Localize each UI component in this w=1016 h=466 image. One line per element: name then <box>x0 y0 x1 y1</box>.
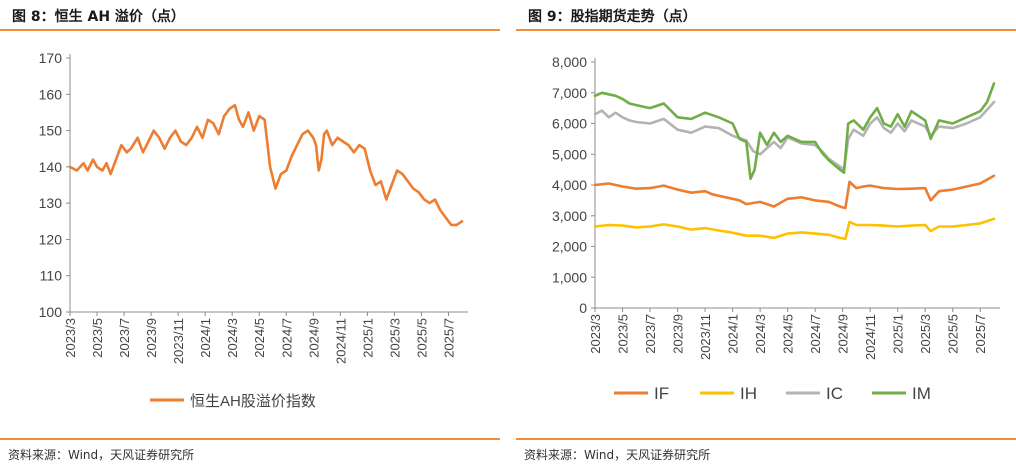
y-tick-label: 5,000 <box>552 146 587 162</box>
x-tick-label: 2024/11 <box>863 314 878 360</box>
x-tick-label: 2024/9 <box>306 318 321 358</box>
x-tick-label: 2024/3 <box>753 314 768 354</box>
chart-panel-ah-premium: 图 8：恒生 AH 溢价（点） 100 110 120 130 140 150 160 170… <box>0 0 500 466</box>
index-futures-chart: 0 1,000 2,000 3,000 4,000 5,000 6,000 7,000 8,00… <box>552 54 1000 403</box>
y-tick-label: 0 <box>579 300 587 316</box>
title-divider <box>516 29 1016 31</box>
source-divider <box>516 438 1016 440</box>
series-line-ih <box>593 217 996 241</box>
series-line-if <box>593 174 996 210</box>
x-tick-label: 2023/11 <box>698 314 713 360</box>
y-tick-label: 130 <box>39 195 63 211</box>
series-line-im <box>593 82 996 181</box>
x-tick-label: 2025/7 <box>441 318 456 358</box>
series-line-恒生ah股溢价指数 <box>68 103 464 227</box>
x-tick-label: 2023/7 <box>117 318 132 358</box>
legend-label: IF <box>654 384 669 403</box>
y-tick-label: 8,000 <box>552 54 587 70</box>
y-tick-label: 6,000 <box>552 116 587 132</box>
legend-label: IC <box>826 384 843 403</box>
y-tick-label: 7,000 <box>552 85 587 101</box>
source-note: 资料来源：Wind，天风证券研究所 <box>8 448 195 462</box>
x-tick-label: 2025/7 <box>973 314 988 354</box>
x-tick-label: 2024/5 <box>252 318 267 358</box>
source-note: 资料来源：Wind，天风证券研究所 <box>524 448 711 462</box>
x-tick-label: 2023/3 <box>588 314 603 354</box>
x-tick-label: 2024/11 <box>333 318 348 364</box>
source-divider <box>0 438 500 440</box>
x-tick-label: 2024/9 <box>836 314 851 354</box>
y-tick-label: 1,000 <box>552 269 587 285</box>
x-tick-label: 2025/1 <box>891 314 906 354</box>
y-tick-label: 140 <box>39 159 63 175</box>
y-tick-label: 170 <box>39 50 63 66</box>
legend-label: IH <box>740 384 757 403</box>
x-tick-label: 2023/3 <box>63 318 78 358</box>
ah-premium-chart: 100 110 120 130 140 150 160 170 2023/3 2023/5 2023… <box>39 50 468 410</box>
chart-panel-index-futures: 图 9：股指期货走势（点） 0 1,000 2,000 3,000 4,000 5,000… <box>516 0 1016 466</box>
x-tick-label: 2023/7 <box>643 314 658 354</box>
x-tick-label: 2025/5 <box>414 318 429 358</box>
y-tick-label: 4,000 <box>552 177 587 193</box>
title-divider <box>0 29 500 31</box>
x-tick-label: 2025/5 <box>946 314 961 354</box>
y-tick-label: 120 <box>39 231 63 247</box>
x-tick-label: 2024/5 <box>781 314 796 354</box>
series-line-ic <box>593 100 996 171</box>
x-tick-label: 2025/3 <box>918 314 933 354</box>
x-tick-label: 2023/9 <box>671 314 686 354</box>
figure-title: 图 9：股指期货走势（点） <box>528 9 697 25</box>
y-tick-label: 3,000 <box>552 208 587 224</box>
y-tick-label: 100 <box>39 304 63 320</box>
x-tick-label: 2024/3 <box>225 318 240 358</box>
x-tick-label: 2023/5 <box>90 318 105 358</box>
x-tick-label: 2024/7 <box>808 314 823 354</box>
x-tick-label: 2023/9 <box>144 318 159 358</box>
figure-title: 图 8：恒生 AH 溢价（点） <box>12 9 185 25</box>
x-tick-label: 2025/3 <box>387 318 402 358</box>
legend-label: 恒生AH股溢价指数 <box>190 393 316 410</box>
x-tick-label: 2023/11 <box>171 318 186 364</box>
y-tick-label: 2,000 <box>552 239 587 255</box>
x-tick-label: 2023/5 <box>616 314 631 354</box>
y-tick-label: 110 <box>40 268 63 284</box>
x-tick-label: 2024/1 <box>198 318 213 358</box>
x-tick-label: 2025/1 <box>360 318 375 358</box>
y-tick-label: 160 <box>39 86 63 102</box>
x-tick-label: 2024/1 <box>726 314 741 354</box>
y-tick-label: 150 <box>39 123 63 139</box>
legend-label: IM <box>912 384 931 403</box>
x-tick-label: 2024/7 <box>279 318 294 358</box>
